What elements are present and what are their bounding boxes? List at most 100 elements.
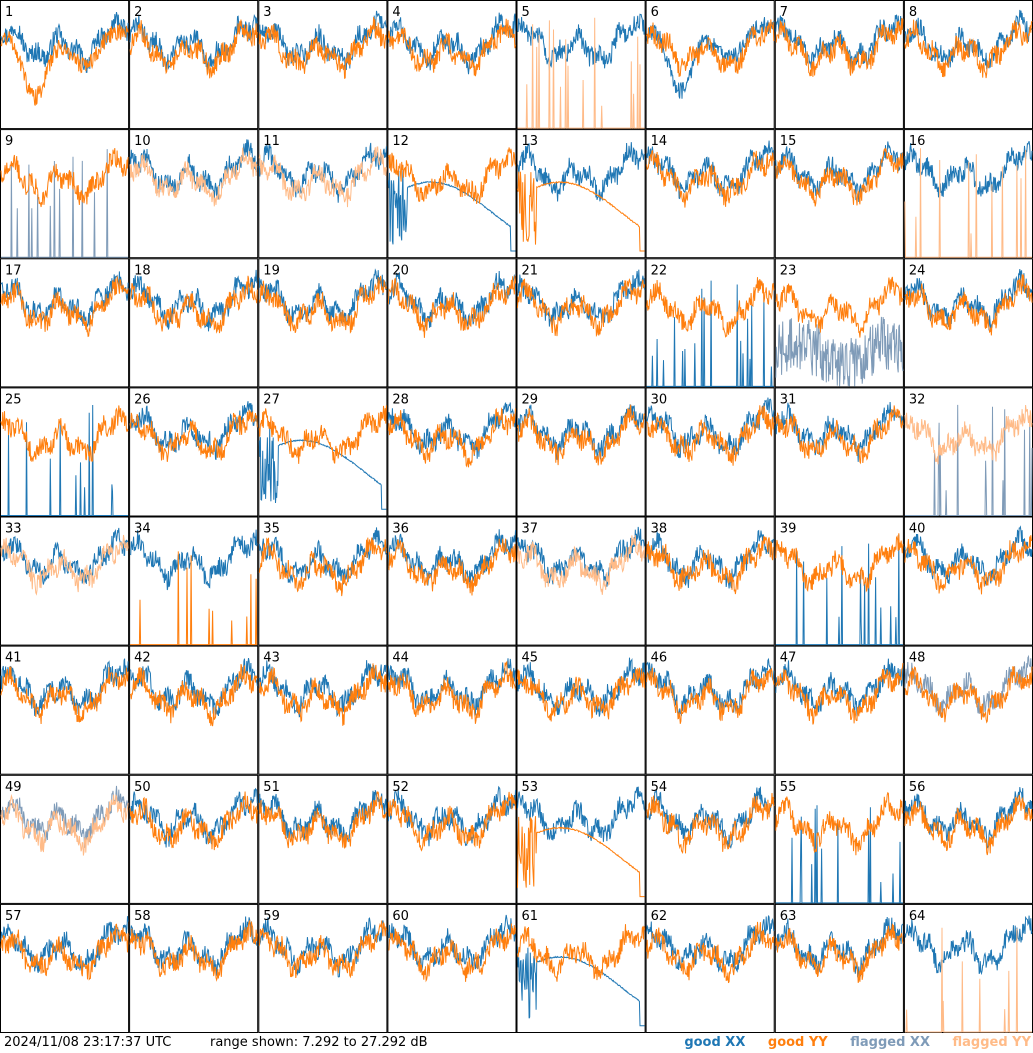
yy-line [258,791,387,849]
panel-frame [645,516,775,646]
xx-line [517,526,646,587]
yy-line [775,533,904,593]
yy-line [904,19,1033,79]
yy-line [904,404,1033,465]
panel-34: 34 [129,516,259,646]
panel-16: 16 [903,129,1033,259]
panel-33: 33 [0,516,130,646]
panel-label: 21 [522,263,539,278]
panel-label: 62 [651,909,668,924]
xx-line [517,786,646,842]
yy-line [775,147,904,207]
yy-line [258,16,387,79]
panel-36: 36 [387,516,517,646]
yy-line [517,17,645,129]
panel-frame [645,645,775,775]
xx-line [129,787,258,848]
panel-frame [516,387,646,517]
xx-line [387,169,516,252]
panel-label: 7 [780,5,788,20]
panel-label: 13 [522,134,539,149]
panel-label: 35 [263,522,280,537]
panel-label: 58 [134,909,151,924]
panel-48: 48 [903,645,1033,775]
xx-line [129,139,258,201]
panel-frame [903,387,1033,517]
xx-line [1,404,129,516]
panel-label: 36 [392,522,409,537]
panel-frame [903,903,1033,1033]
panel-49: 49 [0,774,130,904]
panel-40: 40 [903,516,1033,646]
panel-label: 41 [5,651,22,666]
yy-line [646,667,775,724]
yy-line [904,274,1033,336]
panel-56: 56 [903,774,1033,904]
panel-41: 41 [0,645,130,775]
panel-label: 26 [134,392,151,407]
panel-label: 61 [522,909,539,924]
panel-27: 27 [258,387,388,517]
yy-line [0,276,129,338]
xx-line [775,141,904,202]
panel-42: 42 [129,645,259,775]
panel-label: 22 [651,263,668,278]
panel-64: 64 [903,903,1033,1033]
panel-label: 50 [134,780,151,795]
panel-frame [258,516,388,646]
panel-label: 56 [909,780,926,795]
panel-frame [258,645,388,775]
panel-label: 39 [780,522,797,537]
panel-frame [387,258,517,388]
panel-label: 3 [263,5,271,20]
panel-58: 58 [129,903,259,1033]
panel-label: 43 [263,651,280,666]
panel-29: 29 [516,387,646,517]
panel-frame [258,387,388,517]
panel-frame [258,0,388,130]
panel-31: 31 [774,387,904,517]
panel-60: 60 [387,903,517,1033]
yy-line [258,920,387,979]
panel-9: 9 [0,129,130,259]
yy-line [517,535,646,595]
panel-13: 13 [516,129,646,259]
yy-line [129,275,258,334]
panel-7: 7 [774,0,904,130]
yy-line [775,405,904,465]
yy-line [129,19,258,79]
yy-line [517,667,646,722]
yy-line [517,816,645,898]
panel-4: 4 [387,0,517,130]
panel-label: 52 [392,780,409,795]
xx-line [387,402,516,459]
yy-line [0,23,129,106]
panel-21: 21 [516,258,646,388]
panel-label: 38 [651,522,668,537]
panel-label: 18 [134,263,151,278]
panel-label: 8 [909,5,917,20]
yy-line [646,536,775,595]
panel-label: 17 [5,263,22,278]
xx-line [258,660,387,718]
panel-51: 51 [258,774,388,904]
yy-line [0,793,129,856]
panel-label: 19 [263,263,280,278]
panel-39: 39 [774,516,904,646]
panel-label: 33 [5,522,22,537]
panel-label: 46 [651,651,668,666]
panel-label: 63 [780,909,797,924]
panel-frame [129,0,259,130]
yy-line [129,791,258,851]
yy-line [387,791,516,852]
xx-line [904,404,1033,516]
panel-frame [129,903,259,1033]
yy-line [258,537,387,597]
panel-label: 42 [134,651,151,666]
panel-18: 18 [129,258,259,388]
panel-label: 45 [522,651,539,666]
panel-label: 48 [909,651,926,666]
panel-10: 10 [129,129,259,259]
panel-54: 54 [645,774,775,904]
